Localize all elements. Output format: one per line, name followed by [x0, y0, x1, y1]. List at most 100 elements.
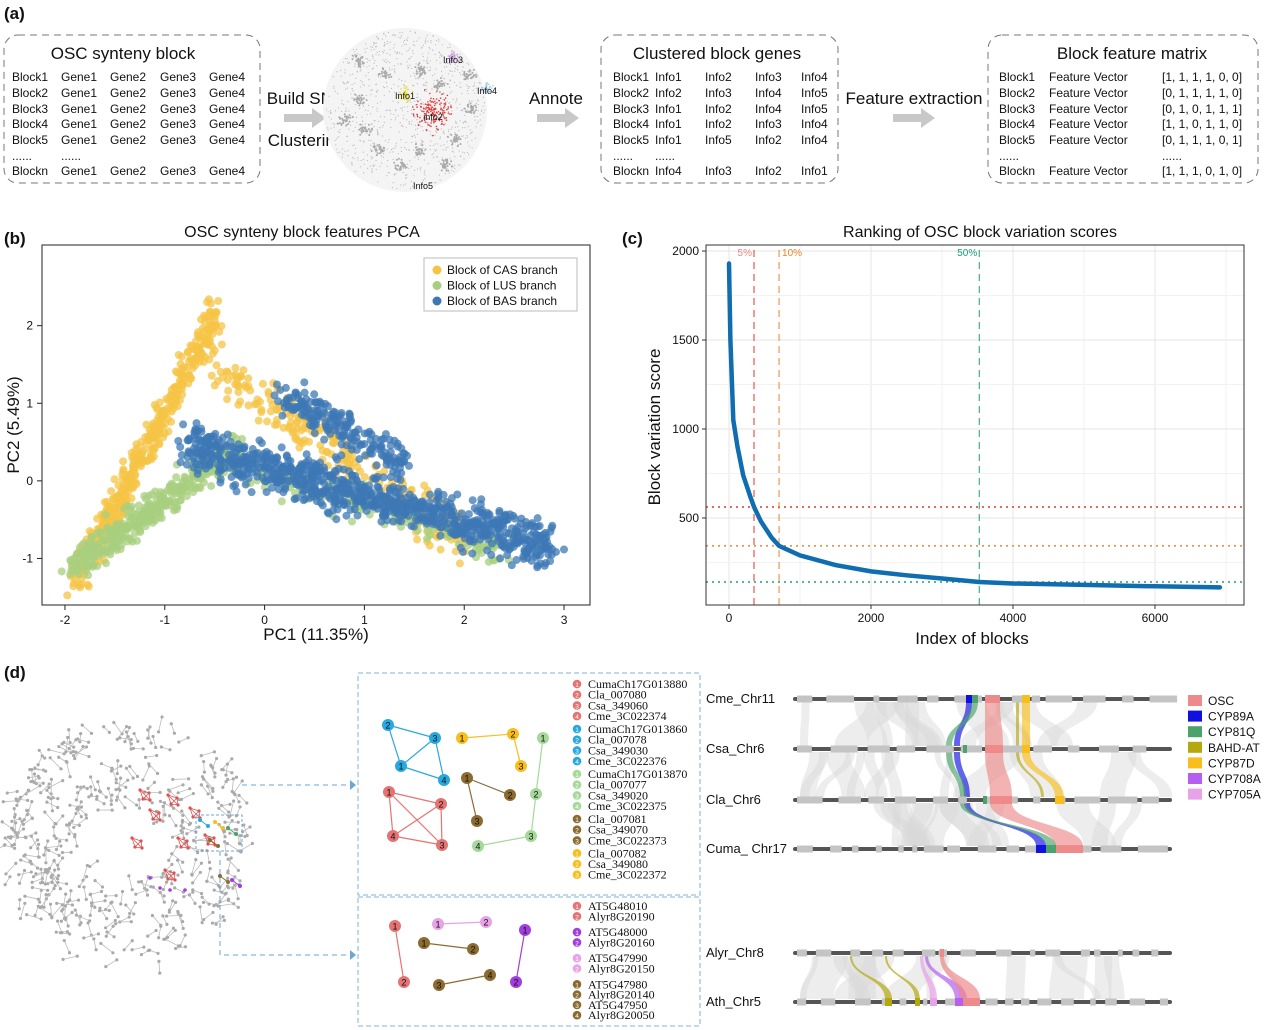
scatter-point	[152, 431, 161, 440]
node	[433, 111, 435, 113]
node	[376, 144, 379, 147]
node	[418, 68, 421, 71]
node	[406, 94, 408, 97]
scatter-point	[247, 488, 256, 497]
legend-label: Block of CAS branch	[447, 263, 558, 277]
node	[137, 880, 141, 884]
node	[476, 122, 478, 124]
node	[430, 120, 433, 122]
table-cell: Block5	[999, 133, 1035, 147]
scatter-point	[141, 440, 150, 449]
node	[359, 54, 361, 56]
scatter-point	[371, 474, 380, 483]
node	[413, 72, 415, 74]
scatter-point	[253, 448, 262, 457]
node	[141, 747, 145, 751]
y-axis-label: Block variation score	[645, 349, 664, 506]
scatter-point	[174, 436, 183, 445]
edge	[49, 757, 62, 770]
node	[352, 130, 354, 132]
node	[158, 971, 162, 975]
node	[353, 144, 355, 146]
node	[421, 125, 423, 128]
scatter-point	[355, 455, 364, 464]
node	[349, 74, 351, 76]
scatter-point	[253, 468, 262, 477]
node	[333, 126, 335, 128]
node	[358, 128, 361, 131]
edge	[62, 955, 78, 960]
table-cell: Blockn	[12, 164, 48, 178]
node	[371, 168, 373, 170]
node	[474, 109, 477, 112]
node	[411, 49, 414, 52]
scatter-point	[281, 383, 290, 392]
table-cell: Block3	[999, 102, 1035, 116]
node	[79, 732, 83, 736]
node	[351, 58, 354, 61]
node	[337, 130, 339, 133]
node	[421, 119, 423, 122]
node	[236, 868, 241, 873]
node	[465, 120, 467, 122]
node	[368, 85, 370, 87]
node	[95, 797, 99, 801]
node	[433, 108, 435, 110]
scatter-point	[458, 547, 467, 556]
node	[181, 926, 185, 930]
node	[424, 121, 427, 123]
node	[105, 917, 109, 921]
node	[26, 788, 31, 792]
node	[448, 172, 450, 174]
node	[425, 121, 428, 124]
x-tick-label: 2000	[858, 611, 885, 625]
node	[387, 141, 389, 143]
node	[442, 149, 444, 151]
node	[60, 909, 64, 913]
node	[480, 88, 482, 90]
node	[445, 117, 448, 119]
node	[124, 725, 129, 729]
edge	[65, 737, 69, 752]
node	[426, 60, 428, 62]
scatter-point	[470, 504, 479, 513]
node	[165, 880, 169, 884]
node	[429, 60, 431, 62]
node	[329, 112, 332, 115]
node	[453, 81, 456, 84]
node	[418, 37, 420, 39]
node	[384, 42, 386, 44]
node	[352, 145, 354, 147]
node	[18, 795, 23, 799]
node	[432, 134, 434, 137]
node	[401, 107, 403, 109]
scatter-point	[333, 505, 342, 514]
node	[438, 52, 440, 54]
node	[474, 137, 476, 139]
node	[413, 40, 415, 42]
node	[452, 59, 455, 62]
node	[84, 813, 88, 817]
scatter-point	[473, 517, 482, 526]
node	[92, 937, 96, 941]
node	[469, 102, 472, 105]
node	[233, 827, 237, 832]
scatter-point	[217, 456, 226, 465]
table-cell: Info1	[655, 70, 682, 84]
node	[425, 129, 428, 131]
node	[45, 788, 49, 792]
node	[412, 135, 414, 137]
scatter-point	[104, 532, 113, 541]
node	[45, 800, 49, 804]
node	[351, 97, 353, 99]
node	[30, 779, 35, 783]
scatter-point	[129, 462, 138, 471]
node	[371, 68, 373, 70]
node	[402, 117, 405, 120]
step-clustering: Clustering	[268, 131, 345, 150]
node	[439, 56, 441, 59]
node	[237, 800, 241, 804]
node	[360, 69, 362, 71]
node	[456, 145, 459, 148]
scatter-point	[434, 496, 443, 505]
